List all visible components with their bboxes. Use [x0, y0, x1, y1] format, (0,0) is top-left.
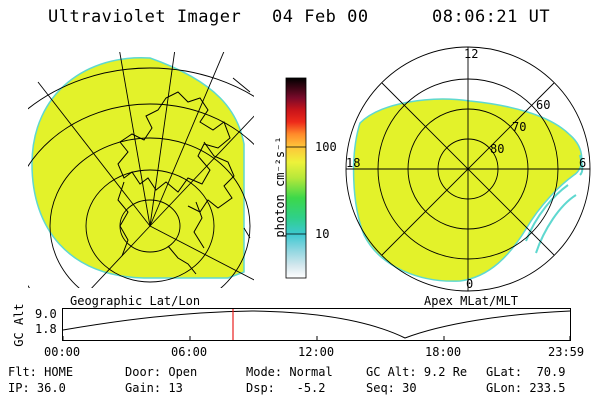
status-door: Door: Open — [125, 365, 198, 379]
altitude-ylabel: GC Alt — [12, 303, 26, 347]
mlt-label-6: 6 — [579, 156, 587, 170]
mlt-label-12: 12 — [464, 47, 479, 61]
geographic-image-panel — [28, 52, 254, 288]
coastline-outline — [117, 91, 235, 275]
time-tick-1200: 12:00 — [298, 345, 335, 359]
status-glon: GLon: 233.5 — [486, 381, 566, 395]
altitude-ytick-high: 9.0 — [35, 307, 57, 321]
status-flight: Flt: HOME — [8, 365, 74, 379]
altitude-curve — [62, 310, 571, 339]
time-tick-0600: 06:00 — [171, 345, 208, 359]
mlat-label-60: 60 — [536, 98, 551, 112]
apex-caption: Apex MLat/MLT — [424, 294, 518, 308]
status-glat: GLat: 70.9 — [486, 365, 566, 379]
colorbar-unit-label: photon cm⁻²s⁻¹ — [273, 136, 287, 238]
mlat-label-70: 70 — [512, 120, 527, 134]
status-mode: Mode: Normal — [246, 365, 333, 379]
geographic-caption: Geographic Lat/Lon — [70, 294, 201, 308]
intensity-colorbar — [285, 77, 307, 279]
geographic-auroral-image — [31, 57, 245, 279]
instrument-title: Ultraviolet Imager — [48, 7, 242, 27]
mlt-label-18: 18 — [346, 156, 361, 170]
status-ip: IP: 36.0 — [8, 381, 66, 395]
apex-polar-panel — [345, 46, 591, 292]
apex-edge-arcs — [525, 154, 584, 254]
altitude-plot — [62, 308, 571, 341]
status-dsp: Dsp: -5.2 — [246, 381, 326, 395]
status-seq: Seq: 30 — [366, 381, 417, 395]
time-tick-0000: 00:00 — [44, 345, 81, 359]
colorbar-tick-10: 10 — [315, 227, 330, 241]
apex-grid — [345, 46, 591, 292]
observation-time: 08:06:21 UT — [432, 7, 551, 27]
colorbar-tick-100: 100 — [315, 140, 337, 154]
mlat-label-80: 80 — [490, 142, 505, 156]
time-tick-1800: 18:00 — [425, 345, 462, 359]
mlt-label-0: 0 — [466, 277, 474, 291]
geographic-grid — [28, 52, 254, 288]
altitude-ytick-low: 1.8 — [35, 322, 57, 336]
status-gc-alt: GC Alt: 9.2 Re — [366, 365, 468, 379]
time-tick-2359: 23:59 — [548, 345, 585, 359]
status-gain: Gain: 13 — [125, 381, 183, 395]
observation-date: 04 Feb 00 — [272, 7, 369, 27]
